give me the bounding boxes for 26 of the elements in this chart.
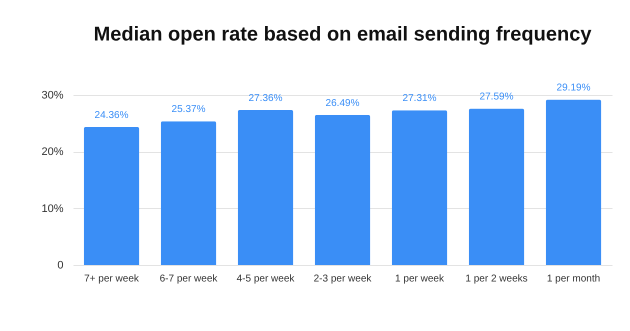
y-tick-label: 20% bbox=[41, 146, 64, 158]
x-tick-label: 1 per week bbox=[395, 274, 445, 284]
bar bbox=[468, 108, 524, 265]
x-tick-label: 7+ per week bbox=[84, 274, 140, 284]
bar bbox=[392, 110, 448, 265]
y-tick-label: 0 bbox=[57, 260, 64, 272]
data-label: 27.36% bbox=[248, 92, 283, 104]
x-tick-label: 1 per 2 weeks bbox=[465, 274, 528, 284]
x-tick-label: 2-3 per week bbox=[314, 274, 372, 284]
data-label: 29.19% bbox=[556, 82, 591, 94]
x-tick-label: 4-5 per week bbox=[236, 274, 296, 284]
y-tick-label: 10% bbox=[41, 202, 64, 215]
data-label: 25.37% bbox=[172, 104, 206, 116]
x-tick-label: 6-7 per week bbox=[160, 274, 218, 284]
bar bbox=[238, 110, 294, 265]
x-tick-label: 1 per month bbox=[546, 274, 600, 284]
chart-title: Median open rate based on email sending frequency bbox=[94, 24, 592, 46]
y-tick-label: 30% bbox=[41, 90, 64, 102]
bar bbox=[314, 114, 370, 265]
bar bbox=[546, 100, 602, 265]
data-label: 24.36% bbox=[94, 110, 129, 121]
data-label: 26.49% bbox=[326, 98, 360, 109]
bar bbox=[160, 121, 216, 265]
data-label: 27.31% bbox=[402, 93, 437, 104]
data-label: 27.59% bbox=[480, 92, 514, 103]
bar bbox=[84, 126, 140, 265]
